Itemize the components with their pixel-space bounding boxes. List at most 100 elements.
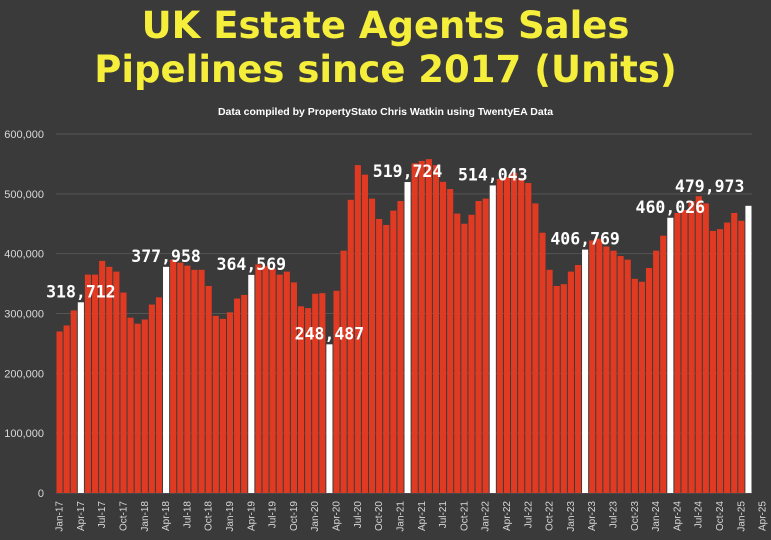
data-label: 519,724 bbox=[373, 162, 443, 181]
x-tick-label: Jan-24 bbox=[651, 501, 662, 532]
bar bbox=[724, 222, 731, 493]
bar bbox=[482, 198, 489, 493]
x-tick-label: Apr-25 bbox=[758, 501, 769, 531]
bar bbox=[106, 266, 113, 493]
bar-highlighted bbox=[326, 344, 333, 493]
x-tick-label: Apr-18 bbox=[161, 501, 172, 531]
bar bbox=[539, 232, 546, 493]
x-tick-label: Jul-20 bbox=[353, 501, 364, 529]
x-tick-label: Jul-18 bbox=[182, 501, 193, 529]
bar bbox=[184, 265, 191, 493]
x-tick-label: Jul-21 bbox=[438, 501, 449, 529]
x-tick-label: Jan-22 bbox=[481, 501, 492, 532]
bar bbox=[376, 218, 383, 494]
x-tick-label: Oct-22 bbox=[545, 501, 556, 531]
data-label: 318,712 bbox=[46, 282, 116, 301]
bar bbox=[660, 235, 667, 493]
y-tick-label: 400,000 bbox=[4, 249, 44, 261]
bar bbox=[589, 240, 596, 493]
bar bbox=[390, 210, 397, 493]
bar bbox=[305, 308, 312, 493]
bar bbox=[638, 281, 645, 493]
y-tick-label: 600,000 bbox=[4, 129, 44, 141]
bar bbox=[255, 264, 262, 493]
bar bbox=[532, 203, 539, 493]
bar bbox=[70, 310, 77, 493]
bar bbox=[567, 271, 574, 493]
bar bbox=[688, 201, 695, 493]
bar bbox=[617, 256, 624, 493]
bar-highlighted bbox=[489, 185, 496, 493]
x-tick-label: Apr-24 bbox=[672, 501, 683, 531]
bar bbox=[440, 181, 447, 493]
x-tick-label: Jan-20 bbox=[310, 501, 321, 532]
bar bbox=[177, 262, 184, 493]
bar bbox=[425, 159, 432, 493]
x-tick-label: Jul-22 bbox=[523, 501, 534, 529]
bar bbox=[418, 160, 425, 494]
bar bbox=[716, 229, 724, 493]
x-tick-label: Apr-17 bbox=[76, 501, 87, 531]
bar bbox=[468, 214, 475, 493]
chart-title-line1: UK Estate Agents Sales bbox=[141, 4, 630, 47]
chart-title-line2: Pipelines since 2017 (Units) bbox=[94, 48, 677, 91]
x-tick-label: Jan-18 bbox=[140, 501, 151, 532]
bar bbox=[496, 178, 503, 493]
bar-highlighted bbox=[582, 249, 589, 493]
bar bbox=[134, 323, 141, 493]
x-tick-label: Apr-22 bbox=[502, 501, 513, 531]
y-tick-label: 500,000 bbox=[4, 189, 44, 201]
x-tick-label: Oct-23 bbox=[630, 501, 641, 531]
x-tick-label: Oct-24 bbox=[715, 501, 726, 531]
bar bbox=[354, 165, 361, 493]
y-tick-label: 300,000 bbox=[4, 309, 44, 321]
bar bbox=[574, 265, 582, 493]
bar bbox=[212, 315, 219, 493]
bar bbox=[333, 290, 340, 493]
bar bbox=[368, 198, 376, 493]
x-tick-label: Oct-19 bbox=[289, 501, 300, 531]
bar bbox=[731, 212, 738, 494]
x-tick-label: Oct-21 bbox=[459, 501, 470, 531]
bar bbox=[383, 224, 390, 494]
bar bbox=[361, 174, 368, 494]
bar bbox=[681, 209, 688, 493]
bar bbox=[397, 201, 404, 493]
bar-highlighted bbox=[404, 182, 411, 493]
bar bbox=[695, 196, 702, 493]
bar bbox=[283, 271, 290, 493]
y-tick-label: 0 bbox=[38, 488, 44, 500]
bar bbox=[290, 282, 297, 493]
bar bbox=[84, 274, 92, 493]
x-tick-label: Apr-23 bbox=[587, 501, 598, 531]
bar bbox=[546, 269, 553, 493]
bar bbox=[99, 260, 106, 493]
chart-title: UK Estate Agents Sales Pipelines since 2… bbox=[0, 4, 771, 92]
data-label: 248,487 bbox=[295, 324, 365, 343]
data-label: 479,973 bbox=[675, 177, 745, 196]
bar bbox=[155, 297, 163, 493]
x-tick-label: Apr-20 bbox=[332, 501, 343, 531]
bar bbox=[234, 298, 241, 493]
bar bbox=[120, 292, 127, 493]
x-tick-label: Jan-21 bbox=[395, 501, 406, 532]
bar bbox=[347, 199, 354, 494]
bar bbox=[113, 271, 120, 493]
bar bbox=[624, 259, 631, 493]
bar bbox=[596, 238, 603, 493]
bar-highlighted bbox=[745, 205, 752, 493]
bar bbox=[205, 285, 212, 493]
data-label: 406,769 bbox=[550, 230, 620, 249]
bar bbox=[148, 304, 155, 493]
bar bbox=[170, 259, 177, 493]
bar bbox=[226, 312, 234, 493]
bar bbox=[461, 223, 468, 493]
bar-highlighted bbox=[163, 266, 170, 493]
x-tick-label: Oct-18 bbox=[204, 501, 215, 531]
bar bbox=[92, 274, 99, 493]
bar bbox=[603, 246, 610, 493]
bar bbox=[340, 250, 347, 493]
bar bbox=[447, 189, 454, 493]
bar bbox=[631, 278, 638, 493]
bar bbox=[432, 165, 440, 493]
